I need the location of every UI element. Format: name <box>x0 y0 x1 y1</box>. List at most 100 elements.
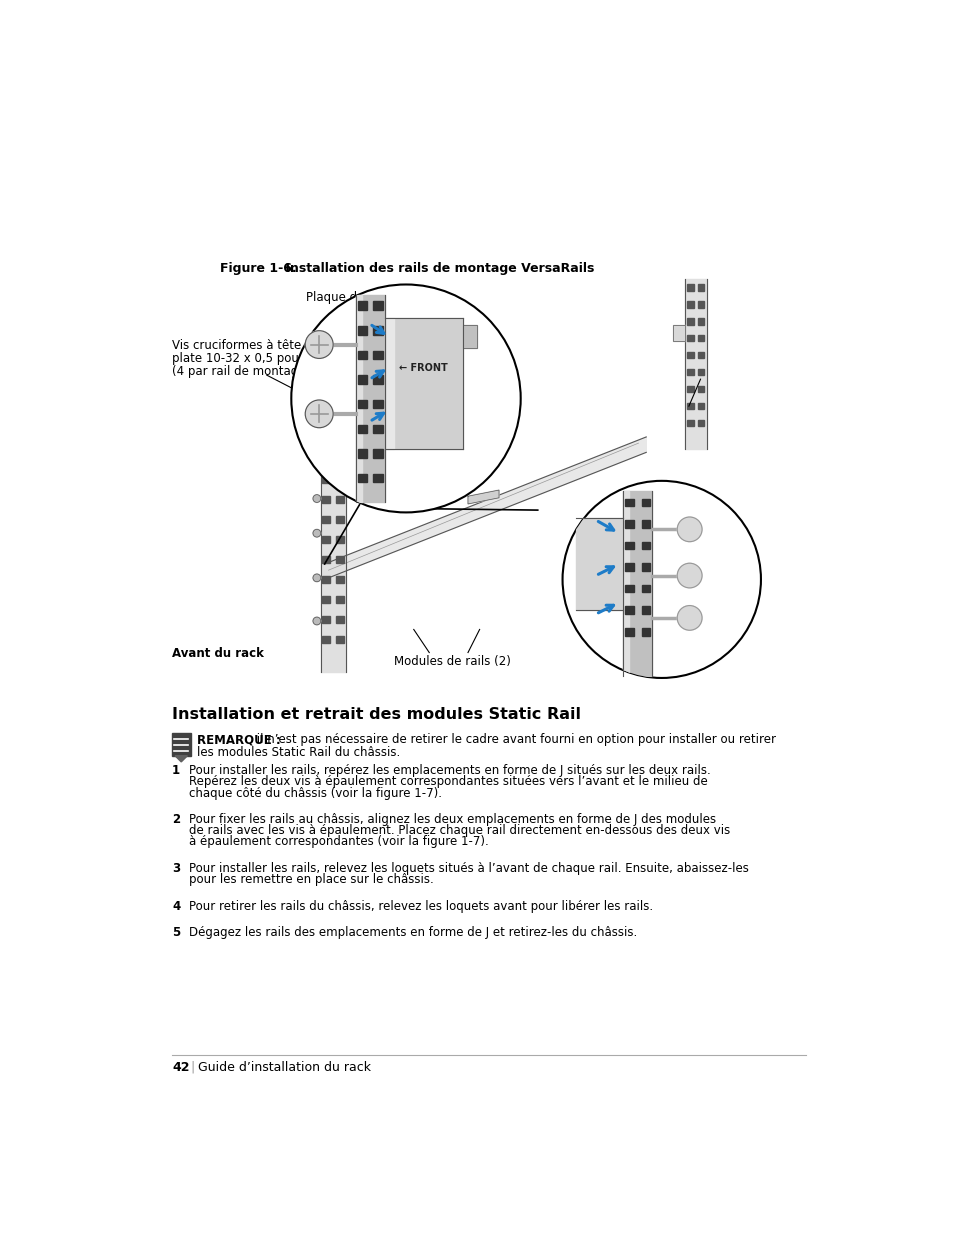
Bar <box>373 450 382 458</box>
Bar <box>698 403 703 409</box>
Bar <box>624 542 633 550</box>
Text: Vis cruciformes à tête: Vis cruciformes à tête <box>172 340 301 352</box>
Bar <box>373 425 382 433</box>
Bar <box>357 351 367 359</box>
Polygon shape <box>622 490 652 676</box>
Text: 2: 2 <box>172 813 180 826</box>
Bar <box>357 425 367 433</box>
Text: Installation des rails de montage VersaRails: Installation des rails de montage VersaR… <box>268 262 594 275</box>
Circle shape <box>677 605 701 630</box>
Text: Guide d’installation du rack: Guide d’installation du rack <box>198 1061 371 1073</box>
Text: 3: 3 <box>172 862 180 874</box>
Bar <box>673 325 684 341</box>
Bar <box>462 325 476 348</box>
Bar <box>373 301 382 310</box>
Bar <box>357 326 367 335</box>
Bar <box>686 284 693 290</box>
Text: 42: 42 <box>172 1061 190 1073</box>
Circle shape <box>677 563 701 588</box>
Text: |: | <box>183 1061 203 1073</box>
Bar <box>335 477 344 483</box>
Text: il n’est pas nécessaire de retirer le cadre avant fourni en option pour installe: il n’est pas nécessaire de retirer le ca… <box>253 734 775 746</box>
Text: chaque côté du châssis (voir la figure 1-7).: chaque côté du châssis (voir la figure 1… <box>189 787 441 799</box>
Circle shape <box>305 400 333 427</box>
Bar <box>373 351 382 359</box>
Bar <box>641 606 649 614</box>
Text: à épaulement correspondantes (voir la figure 1-7).: à épaulement correspondantes (voir la fi… <box>189 835 488 848</box>
Text: Installation et retrait des modules Static Rail: Installation et retrait des modules Stat… <box>172 708 580 722</box>
Text: REMARQUE :: REMARQUE : <box>196 734 280 746</box>
Bar <box>641 585 649 593</box>
Polygon shape <box>385 317 462 448</box>
Polygon shape <box>320 472 345 672</box>
Bar <box>335 577 344 583</box>
Bar <box>686 301 693 308</box>
Polygon shape <box>355 294 361 503</box>
Bar <box>686 336 693 341</box>
Bar <box>322 477 330 483</box>
Bar <box>322 597 330 603</box>
Bar <box>357 400 367 409</box>
Bar <box>698 387 703 393</box>
Text: de rails avec les vis à épaulement. Placez chaque rail directement en-dessous de: de rails avec les vis à épaulement. Plac… <box>189 824 729 837</box>
Bar <box>322 516 330 524</box>
Bar <box>322 636 330 643</box>
Bar <box>373 375 382 384</box>
Polygon shape <box>576 517 622 610</box>
Circle shape <box>305 331 333 358</box>
Polygon shape <box>622 490 629 676</box>
Bar <box>686 352 693 358</box>
Bar <box>698 319 703 325</box>
Polygon shape <box>324 437 645 579</box>
Bar <box>335 496 344 503</box>
Bar <box>624 499 633 506</box>
Text: (4 par rail de montage): (4 par rail de montage) <box>172 366 310 378</box>
Bar <box>322 616 330 624</box>
Bar <box>698 284 703 290</box>
Bar <box>322 496 330 503</box>
Bar <box>698 301 703 308</box>
Bar <box>624 627 633 636</box>
Bar <box>335 636 344 643</box>
Text: Pour fixer les rails au châssis, alignez les deux emplacements en forme de J des: Pour fixer les rails au châssis, alignez… <box>189 813 716 826</box>
Bar <box>686 403 693 409</box>
Text: 4: 4 <box>172 900 180 913</box>
Bar <box>335 597 344 603</box>
Bar <box>172 732 191 756</box>
Bar <box>373 326 382 335</box>
Polygon shape <box>468 490 498 504</box>
Bar <box>686 387 693 393</box>
Bar <box>624 585 633 593</box>
Text: les modules Static Rail du châssis.: les modules Static Rail du châssis. <box>196 746 399 760</box>
Bar <box>698 420 703 426</box>
Bar <box>624 606 633 614</box>
Bar <box>335 556 344 563</box>
Bar <box>624 563 633 571</box>
Circle shape <box>677 517 701 542</box>
Bar <box>686 319 693 325</box>
Circle shape <box>313 495 320 503</box>
Text: pour les remettre en place sur le châssis.: pour les remettre en place sur le châssi… <box>189 873 434 887</box>
Text: Pour installer les rails, repérez les emplacements en forme de J situés sur les : Pour installer les rails, repérez les em… <box>189 764 710 777</box>
Bar <box>335 536 344 543</box>
Text: Plaque de fixation: Plaque de fixation <box>306 290 413 304</box>
Text: Pour installer les rails, relevez les loquets situés à l’avant de chaque rail. E: Pour installer les rails, relevez les lo… <box>189 862 748 874</box>
Bar <box>357 450 367 458</box>
Bar <box>624 520 633 527</box>
Text: Modules de rails (2): Modules de rails (2) <box>394 655 511 668</box>
Text: ← FRONT: ← FRONT <box>398 363 447 373</box>
Bar <box>698 369 703 375</box>
Text: Repérez les deux vis à épaulement correspondantes situées vers l’avant et le mil: Repérez les deux vis à épaulement corres… <box>189 776 707 788</box>
Bar <box>357 474 367 483</box>
Polygon shape <box>355 294 385 503</box>
Text: Avant du rack: Avant du rack <box>172 647 264 661</box>
Bar <box>684 279 706 448</box>
Bar <box>357 375 367 384</box>
Bar <box>322 536 330 543</box>
Circle shape <box>313 530 320 537</box>
Bar <box>641 563 649 571</box>
Bar <box>698 336 703 341</box>
Bar <box>673 325 684 341</box>
Text: Figure 1-6.: Figure 1-6. <box>220 262 296 275</box>
Text: Dégagez les rails des emplacements en forme de J et retirez-les du châssis.: Dégagez les rails des emplacements en fo… <box>189 926 637 940</box>
